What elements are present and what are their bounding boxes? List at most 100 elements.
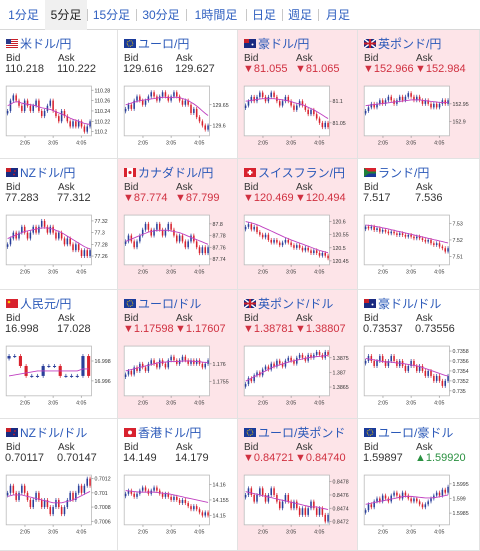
candle-body: [77, 121, 80, 127]
candle-body: [181, 356, 184, 361]
candlestick-chart[interactable]: 87.8 87.78 87.76 87.74 2:05 3:05 4:05: [120, 210, 234, 277]
candlestick-chart[interactable]: 0.8478 0.8476 0.8474 0.8472 2:05 3:05 4:05: [240, 470, 354, 537]
candlestick-chart[interactable]: 14.16 14.155 14.15 2:05 3:05 4:05: [120, 470, 234, 537]
pair-title[interactable]: カナダドル/円: [124, 164, 213, 180]
pair-title[interactable]: 英ポンド/ドル: [244, 295, 333, 311]
candle-body: [141, 363, 144, 368]
pair-title[interactable]: NZドル/ドル: [6, 424, 87, 440]
x-tick-label: 2:05: [258, 529, 268, 535]
candlestick-chart[interactable]: 1.5995 1.599 1.5985 2:05 3:05 4:05: [360, 470, 474, 537]
candlestick-chart[interactable]: 77.32 77.3 77.28 77.26 2:05 3:05 4:05: [2, 210, 116, 277]
candlestick-chart[interactable]: 152.95 152.9 2:05 3:05 4:05: [360, 81, 474, 148]
pair-title[interactable]: ユーロ/ドル: [124, 295, 201, 311]
rate-panel[interactable]: NZドル/円 Bid Ask 77.283 77.312 77.32 77.3 77.28 77…: [0, 159, 118, 290]
candle-body: [427, 239, 429, 242]
flag-eu-icon: [124, 299, 136, 309]
candle-body: [438, 492, 441, 496]
ask-value: ▼0.84740: [295, 452, 346, 464]
rate-panel[interactable]: カナダドル/円 Bid Ask ▼87.774 ▼87.799 87.8 87.78 87.7…: [118, 159, 238, 290]
rate-panel[interactable]: ユーロ/豪ドル Bid Ask 1.59897 ▲1.59920 1.5995 1.599 1…: [358, 419, 480, 551]
rate-panel[interactable]: スイスフラン/円 Bid Ask ▼120.469 ▼120.494 120.6 120.5…: [238, 159, 358, 290]
candle-body: [384, 495, 387, 499]
tab-4[interactable]: 30分足: [142, 8, 180, 22]
candle-body: [32, 105, 34, 111]
candlestick-chart[interactable]: 110.28 110.26 110.24 110.22 110.2 2:05 3:05 4:0…: [2, 81, 116, 148]
candle-body: [153, 92, 155, 97]
candle-body: [80, 485, 83, 493]
moving-average-line: [125, 490, 209, 503]
candle-body: [270, 363, 272, 370]
candle-body: [60, 110, 63, 122]
pair-title[interactable]: スイスフラン/円: [244, 164, 345, 180]
candle-body: [38, 226, 40, 233]
rate-panel[interactable]: ユーロ/英ポンド Bid Ask ▼0.84721 ▼0.84740 0.8478 0.84…: [238, 419, 358, 551]
candlestick-chart[interactable]: 1.176 1.1755 2:05 3:05 4:05: [120, 341, 234, 408]
pair-title[interactable]: 英ポンド/円: [364, 35, 441, 51]
candlestick-chart[interactable]: 120.6 120.55 120.5 120.45 2:05 3:05 4:05: [240, 210, 354, 277]
tab-2[interactable]: 5分足: [45, 0, 87, 30]
pair-title[interactable]: 人民元/円: [6, 295, 71, 311]
pair-title[interactable]: ユーロ/円: [124, 35, 189, 51]
y-tick-label: 81.05: [333, 121, 346, 127]
candlestick-chart[interactable]: 129.65 129.6 2:05 3:05 4:05: [120, 81, 234, 148]
rate-panel[interactable]: 人民元/円 Bid Ask 16.998 17.028 16.998 16.996 2:05 3…: [0, 290, 118, 419]
candle-body: [158, 360, 161, 368]
candlestick-chart[interactable]: 0.7358 0.7356 0.7354 0.7352 0.735 2:05 3:05 4:0…: [360, 341, 474, 408]
candle-body: [124, 493, 127, 497]
pair-title[interactable]: ユーロ/英ポンド: [244, 424, 345, 440]
pair-title[interactable]: NZドル/円: [6, 164, 75, 180]
pair-name: 米ドル/円: [20, 37, 72, 51]
x-tick-label: 4:05: [194, 529, 204, 535]
x-tick-label: 3:05: [286, 269, 296, 275]
moving-average-line: [245, 354, 329, 382]
rate-panel[interactable]: 英ポンド/ドル Bid Ask ▼1.38781 ▼1.38807 1.3875 1.387…: [238, 290, 358, 419]
candle-body: [164, 493, 167, 497]
ask-value: ▼120.494: [295, 192, 346, 204]
tab-7[interactable]: 週足: [287, 8, 312, 22]
candle-body: [413, 236, 415, 239]
rate-panel[interactable]: 米ドル/円 Bid Ask 110.218 110.222 110.28 110.26 110…: [0, 30, 118, 159]
candlestick-chart[interactable]: 1.3875 1.387 1.3865 2:05 3:05 4:05: [240, 341, 354, 408]
candle-body: [253, 226, 255, 230]
rate-panel[interactable]: 英ポンド/円 Bid Ask ▼152.966 ▼152.984 152.95 152.9 2…: [358, 30, 480, 159]
pair-title[interactable]: 香港ドル/円: [124, 424, 201, 440]
candlestick-chart[interactable]: 81.1 81.05 2:05 3:05 4:05: [240, 81, 354, 148]
bid-label: Bid: [244, 442, 259, 453]
pair-title[interactable]: ランド/円: [364, 164, 429, 180]
candle-body: [293, 245, 295, 248]
candlestick-chart[interactable]: 7.53 7.52 7.51 2:05 3:05 4:05: [360, 210, 474, 277]
pair-title[interactable]: 米ドル/円: [6, 35, 72, 51]
candle-body: [52, 226, 54, 233]
pair-title[interactable]: 豪ドル/円: [244, 35, 309, 51]
candle-body: [77, 244, 80, 251]
rate-panel[interactable]: 香港ドル/円 Bid Ask 14.149 14.179 14.16 14.155 14.15…: [118, 419, 238, 551]
tab-6[interactable]: 日足: [251, 8, 276, 22]
tab-8[interactable]: 月足: [325, 8, 350, 22]
rate-panel[interactable]: NZドル/ドル Bid Ask 0.70117 0.70147 0.7012 0.701 0.…: [0, 419, 118, 551]
rate-panel[interactable]: 豪ドル/円 Bid Ask ▼81.055 ▼81.065 81.1 81.05 2:05 3:…: [238, 30, 358, 159]
rate-panel[interactable]: ランド/円 Bid Ask 7.517 7.536 7.53 7.52 7.51 2:05 3:0…: [358, 159, 480, 290]
candle-body: [298, 354, 301, 358]
rate-panel[interactable]: ユーロ/円 Bid Ask 129.616 129.627 129.65 129.6 2:05…: [118, 30, 238, 159]
tab-1[interactable]: 1分足: [8, 8, 39, 22]
tab-5[interactable]: 1時間足: [194, 8, 238, 22]
tab-3[interactable]: 15分足: [92, 8, 131, 22]
rate-panel[interactable]: 豪ドル/ドル Bid Ask 0.73537 0.73556 0.7358 0.7356 0.…: [358, 290, 480, 419]
bid-label: Bid: [364, 313, 379, 324]
bid-label: Bid: [364, 53, 379, 64]
bid-label: Bid: [244, 53, 259, 64]
candle-body: [30, 375, 34, 377]
y-tick-label: 110.2: [95, 130, 108, 136]
candle-body: [298, 508, 301, 515]
bid-value: 14.149: [123, 452, 157, 464]
flag-ch-icon: [244, 168, 256, 178]
candlestick-chart[interactable]: 0.7012 0.701 0.7008 0.7006 2:05 3:05 4:05: [2, 470, 116, 537]
candlestick-chart[interactable]: 16.998 16.996 2:05 3:05 4:05: [2, 341, 116, 408]
pair-title[interactable]: ユーロ/豪ドル: [364, 424, 453, 440]
candle-body: [156, 487, 158, 491]
pair-title[interactable]: 豪ドル/ドル: [364, 295, 441, 311]
candle-body: [130, 490, 133, 494]
bid-value: 110.218: [5, 63, 44, 75]
rate-panel[interactable]: ユーロ/ドル Bid Ask ▼1.17598 ▼1.17607 1.176 1.1755 2…: [118, 290, 238, 419]
candle-body: [390, 96, 392, 101]
